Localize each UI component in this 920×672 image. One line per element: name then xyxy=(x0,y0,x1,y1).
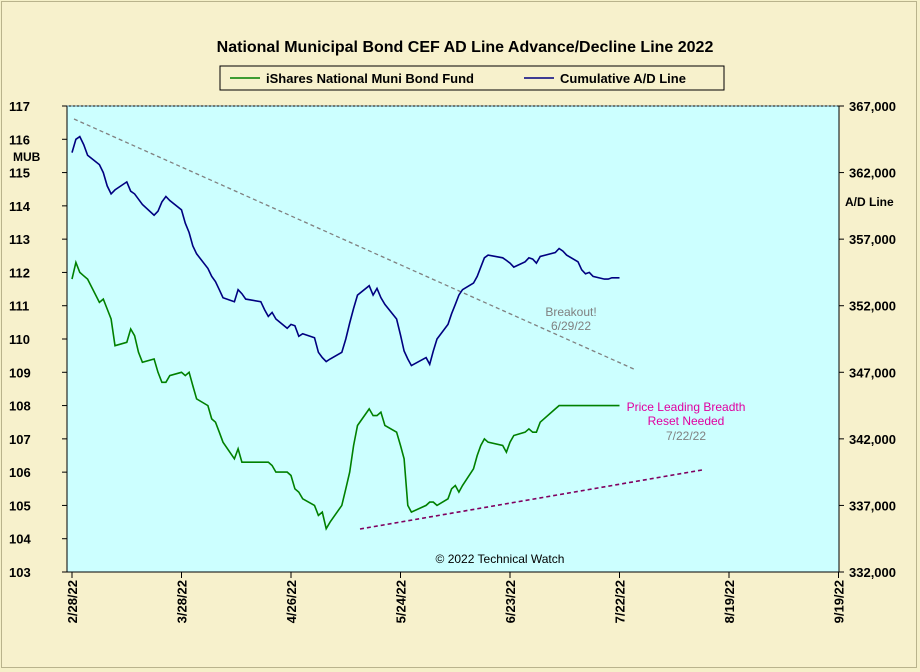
x-axis: 2/28/22 3/28/22 4/26/22 5/24/22 6/23/22 7/22/… xyxy=(65,572,847,623)
x-tick-label: 5/24/22 xyxy=(394,580,409,623)
right-tick-label: 337,000 xyxy=(849,498,896,513)
left-tick-label: 108 xyxy=(9,399,31,414)
x-tick-label: 4/26/22 xyxy=(284,580,299,623)
left-tick-label: 109 xyxy=(9,365,31,380)
legend: iShares National Muni Bond Fund Cumulati… xyxy=(219,65,725,91)
left-tick-label: 106 xyxy=(9,465,31,480)
left-tick-label: 114 xyxy=(9,199,31,214)
x-tick-label: 3/28/22 xyxy=(175,580,190,623)
legend-label-price: iShares National Muni Bond Fund xyxy=(266,71,474,86)
left-tick-label: 110 xyxy=(9,332,30,347)
annotation-price-title: Price Leading Breadth xyxy=(627,400,746,414)
series-line-price xyxy=(71,259,620,531)
right-tick-label: 362,000 xyxy=(849,166,896,181)
left-tick-label: 115 xyxy=(9,166,30,181)
x-tick-label: 2/28/22 xyxy=(65,580,80,623)
left-tick-label: 116 xyxy=(9,132,30,147)
right-axis-label: A/D Line xyxy=(845,195,894,209)
right-tick-label: 332,000 xyxy=(849,565,896,580)
right-tick-label: 367,000 xyxy=(849,99,896,114)
downtrend-line xyxy=(73,118,637,371)
annotation-breakout-date: 6/29/22 xyxy=(551,319,591,333)
left-axis-label: MUB xyxy=(13,150,41,164)
annotation-price-date: 7/22/22 xyxy=(666,429,706,443)
x-tick-label: 7/22/22 xyxy=(613,580,628,623)
x-tick-label: 8/19/22 xyxy=(722,580,737,623)
right-tick-label: 347,000 xyxy=(849,365,896,380)
left-tick-label: 103 xyxy=(9,565,31,580)
right-tick-label: 342,000 xyxy=(849,432,896,447)
legend-label-ad: Cumulative A/D Line xyxy=(560,71,686,86)
right-tick-label: 357,000 xyxy=(849,232,896,247)
annotation-breakout-title: Breakout! xyxy=(545,305,596,319)
series-line-ad xyxy=(71,135,620,367)
left-tick-label: 104 xyxy=(9,532,31,547)
annotation-price-sub: Reset Needed xyxy=(648,414,725,428)
left-axis: 103 104 105 106 107 108 109 110 111 112 113 114 115 1… xyxy=(9,99,67,580)
x-tick-label: 6/23/22 xyxy=(503,580,518,623)
left-tick-label: 105 xyxy=(9,498,31,513)
right-axis: 332,000 337,000 342,000 347,000 352,000 357,0… xyxy=(839,99,896,580)
left-tick-label: 117 xyxy=(9,99,30,114)
plot-area xyxy=(66,105,840,573)
left-tick-label: 107 xyxy=(9,432,31,447)
x-tick-label: 9/19/22 xyxy=(832,580,847,623)
right-tick-label: 352,000 xyxy=(849,299,896,314)
left-tick-label: 111 xyxy=(9,299,29,314)
chart-title: National Municipal Bond CEF AD Line Adva… xyxy=(217,39,714,56)
left-tick-label: 112 xyxy=(9,265,30,280)
support-line xyxy=(359,469,703,530)
left-tick-label: 113 xyxy=(9,232,30,247)
copyright-text: © 2022 Technical Watch xyxy=(436,552,565,566)
